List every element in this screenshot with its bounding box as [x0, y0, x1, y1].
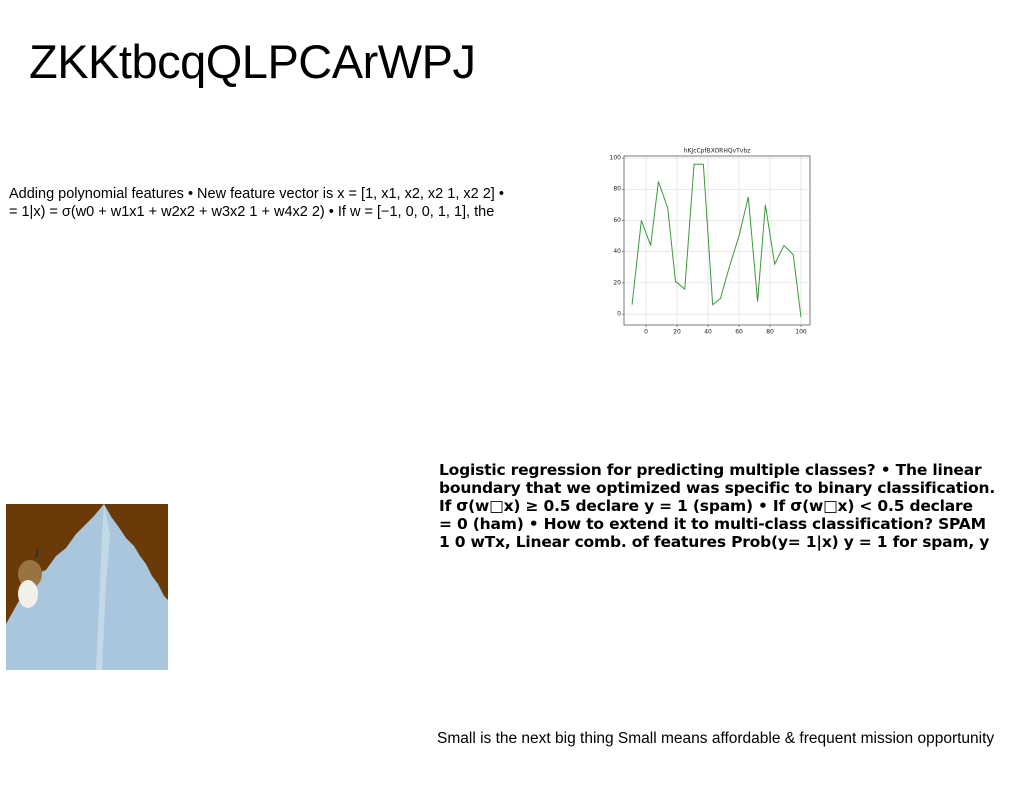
ice-highlight: [96, 504, 110, 670]
x-tick-label: 100: [795, 329, 807, 336]
bird-body: [18, 580, 38, 608]
x-tick-label: 40: [704, 329, 712, 336]
slide-title: ZKKtbcqQLPCArWPJ: [29, 35, 476, 88]
x-tick-label: 60: [735, 329, 743, 336]
text-block: Adding polynomial features • New feature…: [9, 185, 504, 221]
x-tick-label: 80: [766, 329, 774, 336]
text-line: boundary that we optimized was specific …: [439, 479, 996, 497]
y-tick-label: 60: [613, 217, 621, 224]
y-tick-label: 100: [610, 155, 622, 162]
y-tick-label: 0: [617, 311, 621, 318]
chart: hKJcCpfBXORHQvTvbz 0 20 40 60 80 100 0 20 40 60 80…: [610, 148, 811, 336]
text-line: If σ(w□x) ≥ 0.5 declare y = 1 (spam) • I…: [439, 497, 973, 515]
photo: [6, 504, 168, 670]
data-line: [631, 163, 802, 318]
text-line: Logistic regression for predicting multi…: [439, 461, 982, 479]
text-line: Small is the next big thing Small means …: [437, 730, 995, 747]
y-tick-label: 40: [613, 248, 621, 255]
antenna: [35, 547, 39, 559]
text-line: = 1|x) = σ(w0 + w1x1 + w2x2 + w3x2 1 + w…: [9, 204, 495, 220]
text-line: = 0 (ham) • How to extend it to multi-cl…: [439, 515, 986, 533]
x-tick-label: 0: [644, 329, 648, 336]
chart-title: hKJcCpfBXORHQvTvbz: [684, 148, 751, 155]
plot-frame: [623, 155, 811, 326]
text-line: Adding polynomial features • New feature…: [9, 186, 504, 202]
x-tick-label: 20: [673, 329, 681, 336]
text-line: 1 0 wTx, Linear comb. of features Prob(y…: [439, 533, 990, 551]
text-block: Logistic regression for predicting multi…: [439, 461, 995, 551]
y-tick-label: 80: [613, 186, 621, 193]
ice-shape: [6, 504, 168, 670]
bird-head: [18, 560, 42, 588]
y-tick-label: 20: [613, 279, 621, 286]
